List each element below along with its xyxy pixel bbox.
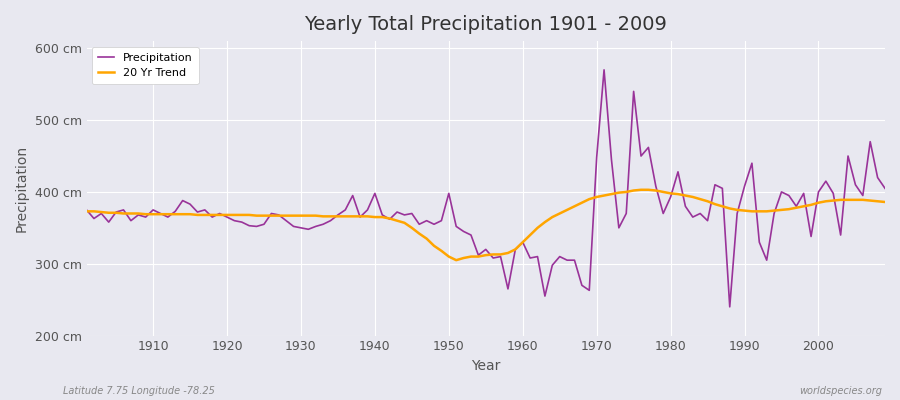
- 20 Yr Trend: [140, 212, 151, 217]
- Precipitation: [510, 247, 521, 252]
- 20 Yr Trend: [81, 209, 92, 214]
- Line: Precipitation: Precipitation: [86, 70, 885, 307]
- X-axis label: Year: Year: [471, 359, 500, 373]
- Precipitation: [614, 226, 625, 230]
- Precipitation: [879, 186, 890, 191]
- Precipitation: [81, 208, 92, 212]
- 20 Yr Trend: [347, 214, 358, 219]
- Legend: Precipitation, 20 Yr Trend: Precipitation, 20 Yr Trend: [92, 47, 199, 84]
- 20 Yr Trend: [635, 187, 646, 192]
- Line: 20 Yr Trend: 20 Yr Trend: [86, 190, 885, 260]
- Precipitation: [518, 240, 528, 245]
- 20 Yr Trend: [525, 233, 535, 238]
- Text: Latitude 7.75 Longitude -78.25: Latitude 7.75 Longitude -78.25: [63, 386, 215, 396]
- Precipitation: [347, 193, 358, 198]
- Y-axis label: Precipitation: Precipitation: [15, 145, 29, 232]
- Precipitation: [140, 215, 151, 220]
- 20 Yr Trend: [879, 200, 890, 204]
- 20 Yr Trend: [518, 240, 528, 245]
- Precipitation: [724, 304, 735, 309]
- Text: worldspecies.org: worldspecies.org: [799, 386, 882, 396]
- Precipitation: [303, 227, 314, 232]
- Title: Yearly Total Precipitation 1901 - 2009: Yearly Total Precipitation 1901 - 2009: [304, 15, 667, 34]
- 20 Yr Trend: [303, 213, 314, 218]
- Precipitation: [598, 68, 609, 72]
- 20 Yr Trend: [614, 190, 625, 195]
- 20 Yr Trend: [451, 258, 462, 262]
